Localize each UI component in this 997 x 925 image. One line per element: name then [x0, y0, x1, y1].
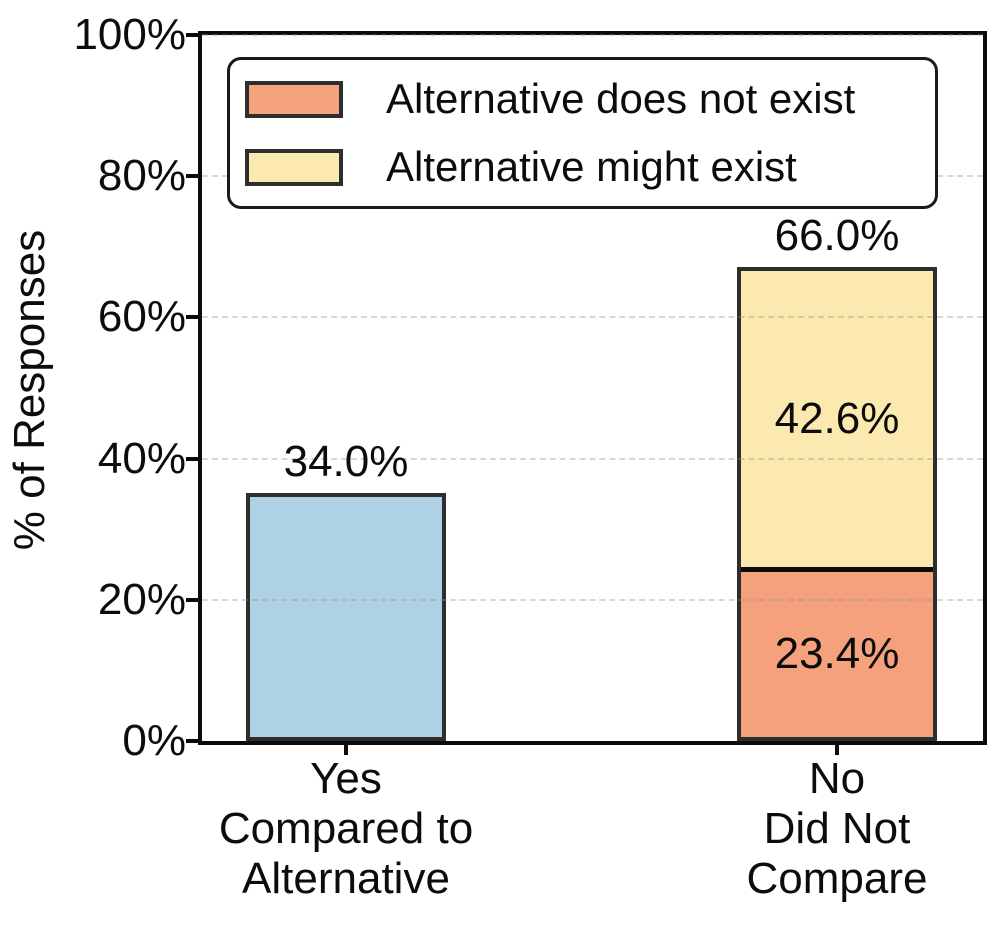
bar-total-label: 34.0% [283, 436, 409, 486]
bar-yes [246, 492, 446, 741]
y-tick-label: 0% [122, 716, 186, 765]
bar-segment: 23.4% [741, 571, 933, 737]
bar-segment-value-label: 23.4% [774, 629, 900, 679]
y-tick-mark [186, 739, 200, 743]
bar-segment: 42.6% [741, 271, 933, 572]
legend-swatch-icon [245, 148, 343, 186]
y-tick-mark [186, 456, 200, 461]
x-tick-mark [344, 745, 348, 755]
y-tick-label: 40% [97, 433, 186, 483]
y-tick-label: 20% [97, 574, 186, 624]
legend-label: Alternative might exist [386, 143, 797, 190]
bar-total-label: 66.0% [774, 211, 900, 261]
legend-label: Alternative does not exist [386, 75, 856, 122]
legend-row: Alternative does not exist [230, 65, 935, 133]
bar-segment [250, 496, 442, 737]
bar-no: 23.4% 42.6% [737, 267, 937, 741]
y-tick-mark [186, 597, 200, 602]
y-tick-mark [186, 33, 200, 37]
gridline [202, 34, 983, 36]
plot-inner: Alternative does not exist Alternative m… [202, 34, 983, 741]
x-tick-label: Yes Compared to Alternative [218, 754, 474, 903]
y-tick-label: 80% [97, 151, 186, 201]
y-tick-mark [186, 174, 200, 179]
y-tick-label: 60% [97, 292, 186, 342]
plot-area: Alternative does not exist Alternative m… [198, 31, 987, 745]
legend: Alternative does not exist Alternative m… [227, 57, 938, 209]
legend-row: Alternative might exist [230, 133, 935, 201]
y-tick-label: 100% [73, 10, 186, 59]
y-tick-mark [186, 315, 200, 320]
bar-segment-value-label: 42.6% [774, 393, 900, 443]
x-tick-mark [835, 745, 839, 755]
y-axis-title: % of Responses [5, 229, 54, 551]
x-tick-label: No Did Not Compare [746, 754, 928, 903]
legend-swatch-icon [245, 80, 343, 118]
